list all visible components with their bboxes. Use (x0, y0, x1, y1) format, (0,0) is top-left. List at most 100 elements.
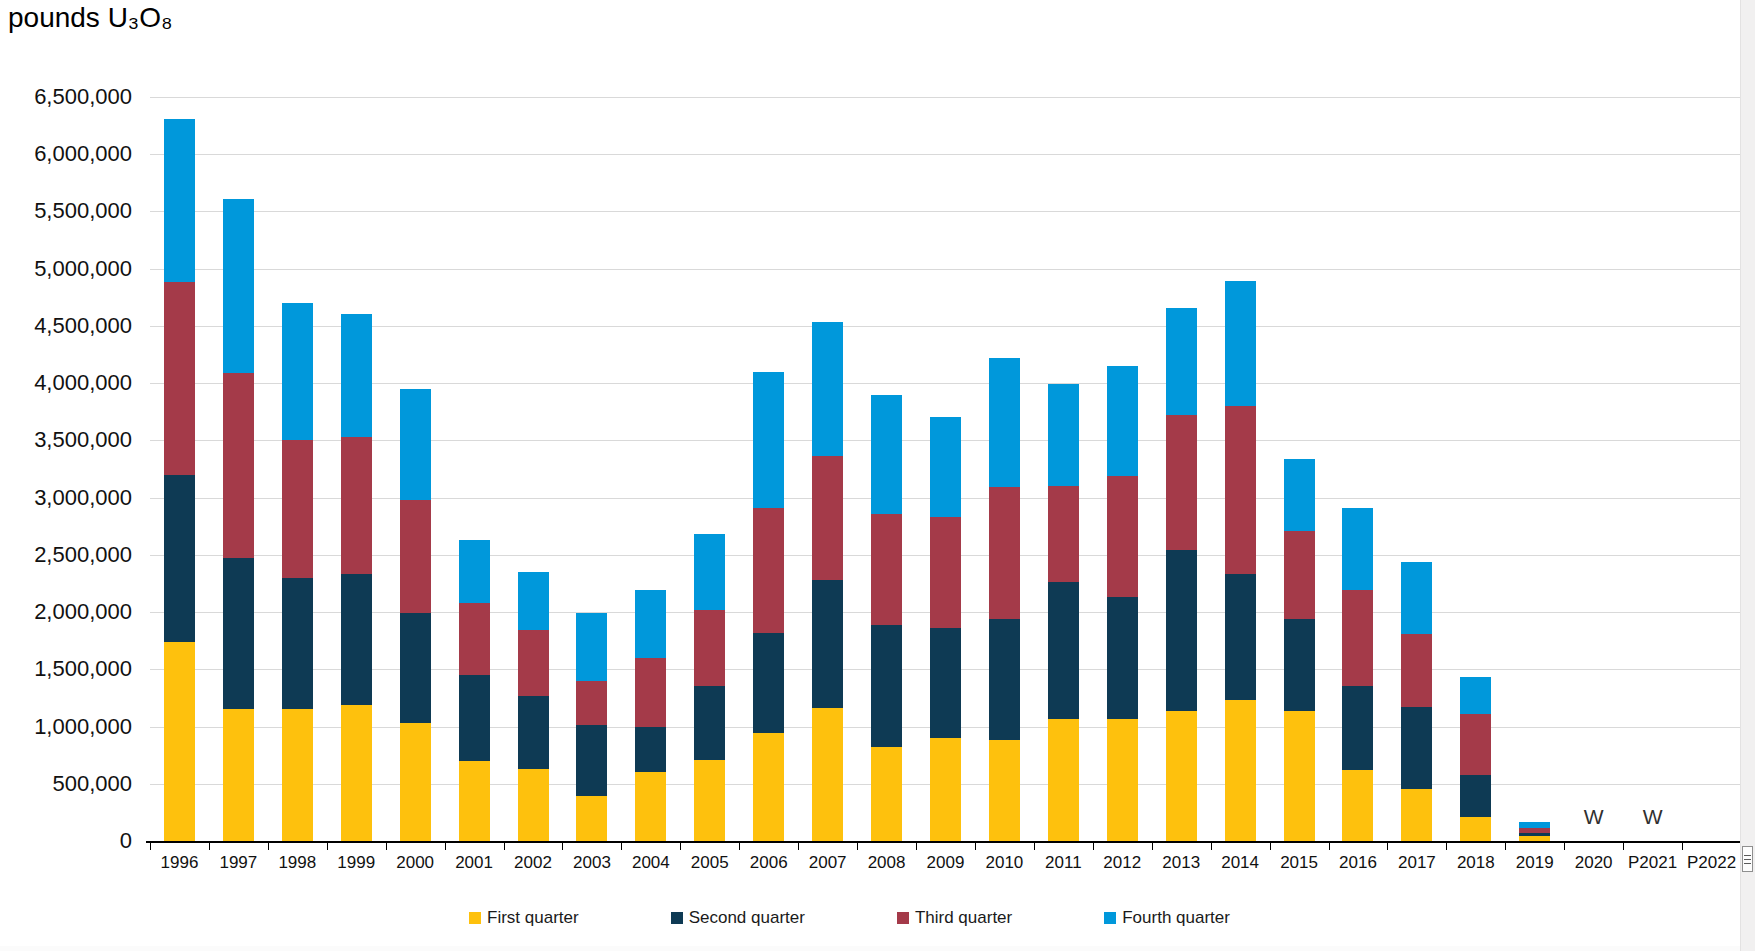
bar-segment[interactable] (1284, 531, 1315, 619)
bar-segment[interactable] (576, 613, 607, 681)
bar-segment[interactable] (930, 517, 961, 628)
legend-item[interactable]: First quarter (469, 908, 579, 928)
bar-segment[interactable] (1225, 574, 1256, 700)
bar-segment[interactable] (518, 769, 549, 841)
bar-segment[interactable] (1048, 719, 1079, 841)
bar-segment[interactable] (635, 727, 666, 773)
bar-segment[interactable] (1401, 634, 1432, 707)
bar-segment[interactable] (1284, 459, 1315, 531)
bar-segment[interactable] (1107, 597, 1138, 718)
bar-segment[interactable] (1401, 789, 1432, 841)
bar-segment[interactable] (1519, 833, 1550, 836)
bar-segment[interactable] (753, 508, 784, 633)
bar-segment[interactable] (459, 761, 490, 841)
bar-segment[interactable] (871, 395, 902, 514)
bar-segment[interactable] (1460, 775, 1491, 817)
vertical-scrollbar[interactable] (1740, 0, 1755, 951)
bar-segment[interactable] (1460, 677, 1491, 714)
bar-segment[interactable] (576, 725, 607, 796)
bar-segment[interactable] (871, 747, 902, 841)
bar-segment[interactable] (1342, 770, 1373, 841)
bar-segment[interactable] (1284, 619, 1315, 711)
bar-segment[interactable] (989, 619, 1020, 740)
bar-segment[interactable] (223, 373, 254, 558)
bar-segment[interactable] (518, 630, 549, 695)
bar-segment[interactable] (1284, 711, 1315, 841)
bar-segment[interactable] (282, 440, 313, 577)
bar-segment[interactable] (930, 628, 961, 738)
bar-segment[interactable] (459, 675, 490, 761)
bar-segment[interactable] (400, 723, 431, 841)
bar-segment[interactable] (164, 119, 195, 283)
bar-segment[interactable] (1401, 562, 1432, 634)
bar-segment[interactable] (1225, 281, 1256, 406)
bar-segment[interactable] (753, 633, 784, 734)
bar-segment[interactable] (694, 610, 725, 687)
bar-segment[interactable] (812, 322, 843, 456)
bar-segment[interactable] (930, 417, 961, 517)
bar-segment[interactable] (576, 796, 607, 841)
bar-segment[interactable] (1107, 719, 1138, 841)
bar-segment[interactable] (1225, 700, 1256, 841)
bar-segment[interactable] (694, 534, 725, 610)
bar-segment[interactable] (459, 540, 490, 603)
bar-segment[interactable] (400, 500, 431, 613)
bar-segment[interactable] (1342, 508, 1373, 590)
bar-segment[interactable] (1519, 822, 1550, 829)
bar-segment[interactable] (1225, 406, 1256, 574)
bar-segment[interactable] (694, 760, 725, 841)
bar-segment[interactable] (871, 625, 902, 747)
bar-segment[interactable] (812, 456, 843, 580)
bar-segment[interactable] (282, 709, 313, 841)
bar-segment[interactable] (812, 580, 843, 708)
bar-segment[interactable] (223, 199, 254, 373)
bar-segment[interactable] (164, 475, 195, 642)
bar-segment[interactable] (871, 514, 902, 625)
bar-segment[interactable] (635, 590, 666, 658)
bar-segment[interactable] (1166, 415, 1197, 550)
bar-segment[interactable] (1107, 366, 1138, 476)
bar-segment[interactable] (989, 487, 1020, 619)
bar-segment[interactable] (164, 282, 195, 474)
bar-segment[interactable] (282, 303, 313, 440)
bar-segment[interactable] (1519, 828, 1550, 833)
bar-segment[interactable] (1460, 817, 1491, 841)
bar-segment[interactable] (753, 372, 784, 508)
bar-segment[interactable] (989, 740, 1020, 841)
bar-segment[interactable] (635, 658, 666, 727)
bar-segment[interactable] (400, 389, 431, 500)
legend-item[interactable]: Third quarter (897, 908, 1012, 928)
bar-segment[interactable] (930, 738, 961, 841)
bar-segment[interactable] (223, 709, 254, 841)
bar-segment[interactable] (1048, 582, 1079, 718)
bar-segment[interactable] (1166, 308, 1197, 416)
bar-segment[interactable] (518, 572, 549, 630)
bar-segment[interactable] (164, 642, 195, 841)
bar-segment[interactable] (1342, 686, 1373, 770)
bar-segment[interactable] (459, 603, 490, 675)
legend-item[interactable]: Second quarter (671, 908, 805, 928)
bar-segment[interactable] (1048, 384, 1079, 486)
bar-segment[interactable] (635, 772, 666, 841)
legend-item[interactable]: Fourth quarter (1104, 908, 1230, 928)
bar-segment[interactable] (1107, 476, 1138, 597)
bar-segment[interactable] (400, 613, 431, 723)
bar-segment[interactable] (341, 314, 372, 436)
bar-segment[interactable] (1401, 707, 1432, 789)
bar-segment[interactable] (341, 574, 372, 704)
scrollbar-thumb-icon[interactable] (1742, 846, 1753, 872)
bar-segment[interactable] (989, 358, 1020, 487)
bar-segment[interactable] (1166, 711, 1197, 841)
bar-segment[interactable] (812, 708, 843, 841)
bar-segment[interactable] (1048, 486, 1079, 582)
bar-segment[interactable] (518, 696, 549, 769)
bar-segment[interactable] (223, 558, 254, 709)
bar-segment[interactable] (576, 681, 607, 726)
bar-segment[interactable] (753, 733, 784, 841)
bar-segment[interactable] (1166, 550, 1197, 710)
bar-segment[interactable] (282, 578, 313, 710)
bar-segment[interactable] (694, 686, 725, 759)
bar-segment[interactable] (341, 705, 372, 841)
bar-segment[interactable] (1342, 590, 1373, 686)
bar-segment[interactable] (341, 437, 372, 574)
